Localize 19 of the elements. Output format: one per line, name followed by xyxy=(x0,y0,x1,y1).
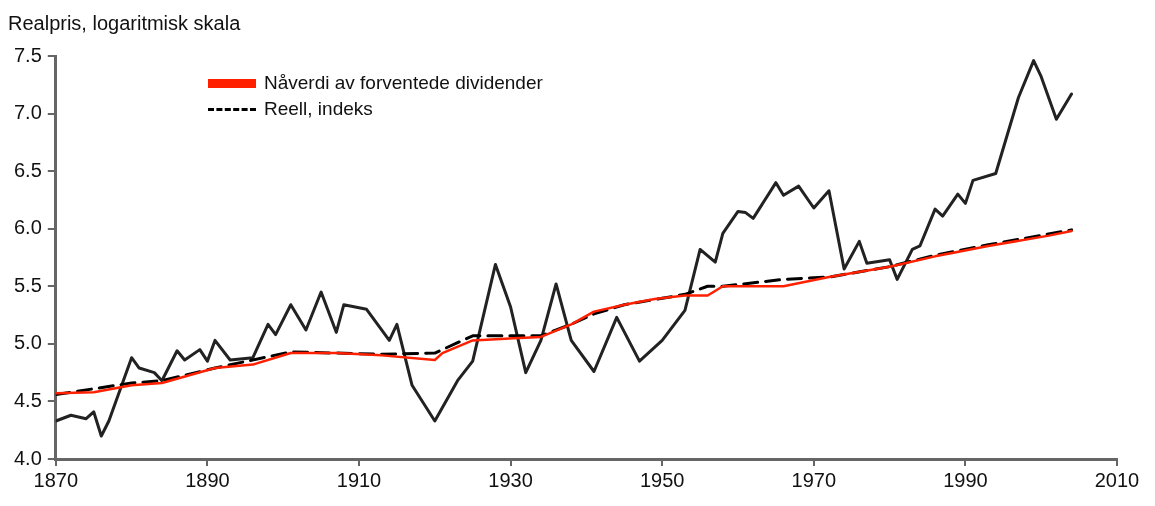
y-tick-label: 7.5 xyxy=(13,43,42,66)
x-tick-label: 1910 xyxy=(336,468,382,491)
y-tick-label: 6.5 xyxy=(13,158,42,181)
x-tick-label: 1930 xyxy=(488,468,533,491)
y-tick-label: 5.0 xyxy=(13,331,42,354)
y-tick-label: 5.5 xyxy=(13,273,42,296)
x-tick-label: 1870 xyxy=(33,468,79,491)
y-tick-label: 7.0 xyxy=(13,101,42,124)
legend-label: Nåverdi av forventede dividender xyxy=(264,71,543,95)
x-tick-label: 2010 xyxy=(1094,468,1140,491)
y-axis-title: Realpris, logaritmisk skala xyxy=(8,11,242,36)
x-tick-label: 1950 xyxy=(639,468,685,491)
x-tick-label: 1890 xyxy=(185,468,230,491)
y-tick-label: 6.0 xyxy=(13,216,42,239)
y-tick-label: 4.5 xyxy=(13,388,42,411)
legend-label: Reell, indeks xyxy=(264,97,373,121)
x-tick-label: 1970 xyxy=(791,468,837,491)
x-tick-label: 1990 xyxy=(943,468,988,491)
y-tick-label: 4.0 xyxy=(13,446,42,469)
